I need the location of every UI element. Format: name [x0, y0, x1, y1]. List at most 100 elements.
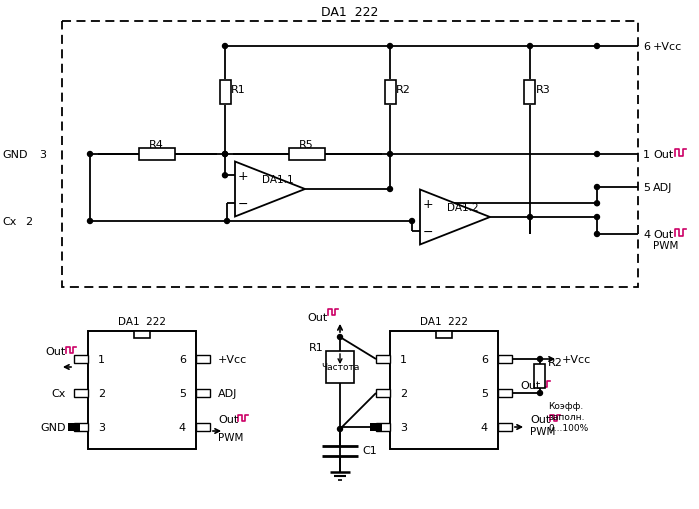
Circle shape [87, 152, 92, 157]
Bar [498, 389, 512, 397]
Text: Частота: Частота [321, 363, 359, 372]
Bar [74, 355, 88, 363]
Text: 1: 1 [400, 354, 407, 364]
Text: Out: Out [653, 150, 673, 160]
Bar [196, 389, 210, 397]
Text: GND: GND [41, 422, 66, 432]
Circle shape [538, 357, 542, 362]
Text: ADJ: ADJ [653, 183, 672, 192]
Bar [74, 423, 88, 431]
Text: −: − [238, 197, 248, 210]
Circle shape [222, 152, 227, 157]
Bar [384, 81, 396, 105]
Text: DA1  222: DA1 222 [322, 6, 379, 19]
Text: 5: 5 [643, 183, 650, 192]
Bar [376, 355, 390, 363]
Text: Коэфф.
заполн.
0...100%: Коэфф. заполн. 0...100% [548, 401, 589, 432]
Circle shape [387, 152, 393, 157]
Text: R4: R4 [149, 140, 164, 150]
Text: Out: Out [520, 380, 540, 390]
Bar [376, 389, 390, 397]
Text: GND: GND [2, 150, 27, 160]
Text: Out: Out [308, 313, 328, 322]
Text: Cx: Cx [52, 388, 66, 398]
Text: −: − [423, 225, 433, 238]
Bar [524, 81, 535, 105]
Text: 2: 2 [400, 388, 407, 398]
Circle shape [595, 44, 600, 49]
Bar [74, 389, 88, 397]
Circle shape [338, 335, 343, 340]
Text: +: + [238, 169, 248, 182]
Circle shape [222, 152, 227, 157]
Text: 1: 1 [643, 150, 650, 160]
Text: 6: 6 [643, 42, 650, 52]
Bar [370, 423, 382, 431]
Text: R2: R2 [548, 357, 563, 367]
Text: Out: Out [45, 346, 66, 356]
Bar [498, 423, 512, 431]
Text: Out: Out [653, 230, 673, 240]
Text: 3: 3 [400, 422, 407, 432]
Bar [139, 149, 175, 161]
Text: PWM: PWM [218, 432, 243, 442]
Text: PWM: PWM [530, 426, 556, 436]
Text: +Vcc: +Vcc [218, 354, 247, 364]
Circle shape [224, 219, 229, 224]
Bar [219, 81, 231, 105]
Circle shape [528, 215, 533, 220]
Bar [196, 355, 210, 363]
Text: C1: C1 [362, 445, 377, 455]
Bar [326, 351, 354, 383]
Circle shape [338, 427, 343, 432]
Text: 5: 5 [179, 388, 186, 398]
Bar [88, 331, 196, 449]
Text: +Vcc: +Vcc [562, 354, 591, 364]
Text: 2: 2 [25, 216, 32, 227]
Circle shape [595, 232, 600, 237]
Text: 1: 1 [98, 354, 105, 364]
Circle shape [538, 391, 542, 395]
Text: Cx: Cx [2, 216, 16, 227]
Circle shape [595, 185, 600, 190]
Text: 5: 5 [481, 388, 488, 398]
Circle shape [387, 187, 393, 192]
Circle shape [528, 44, 533, 49]
Text: DA1.1: DA1.1 [262, 175, 294, 185]
Text: R2: R2 [396, 85, 411, 95]
Circle shape [410, 219, 415, 224]
Bar [436, 331, 452, 338]
Text: R1: R1 [309, 343, 324, 352]
Text: ADJ: ADJ [218, 388, 238, 398]
Text: +: + [423, 197, 433, 210]
Bar [289, 149, 325, 161]
Text: R3: R3 [536, 85, 551, 95]
Circle shape [222, 174, 227, 178]
Text: R1: R1 [231, 85, 246, 95]
Text: 4: 4 [481, 422, 488, 432]
Bar [376, 423, 390, 431]
Text: 2: 2 [98, 388, 105, 398]
Text: 3: 3 [98, 422, 105, 432]
Bar [196, 423, 210, 431]
Text: DA1  222: DA1 222 [118, 317, 166, 326]
Text: DA1.2: DA1.2 [447, 203, 479, 213]
Circle shape [595, 152, 600, 157]
Text: 6: 6 [179, 354, 186, 364]
Text: Out: Out [530, 414, 550, 424]
Text: 4: 4 [179, 422, 186, 432]
Circle shape [595, 202, 600, 206]
Text: 3: 3 [39, 150, 46, 160]
Bar [62, 22, 638, 288]
Polygon shape [235, 162, 305, 217]
Text: 6: 6 [481, 354, 488, 364]
Text: DA1  222: DA1 222 [420, 317, 468, 326]
Bar [68, 423, 80, 431]
Bar [535, 364, 545, 388]
Circle shape [387, 44, 393, 49]
Circle shape [222, 44, 227, 49]
Text: Out: Out [218, 414, 238, 424]
Bar [134, 331, 150, 338]
Circle shape [595, 215, 600, 220]
Circle shape [87, 219, 92, 224]
